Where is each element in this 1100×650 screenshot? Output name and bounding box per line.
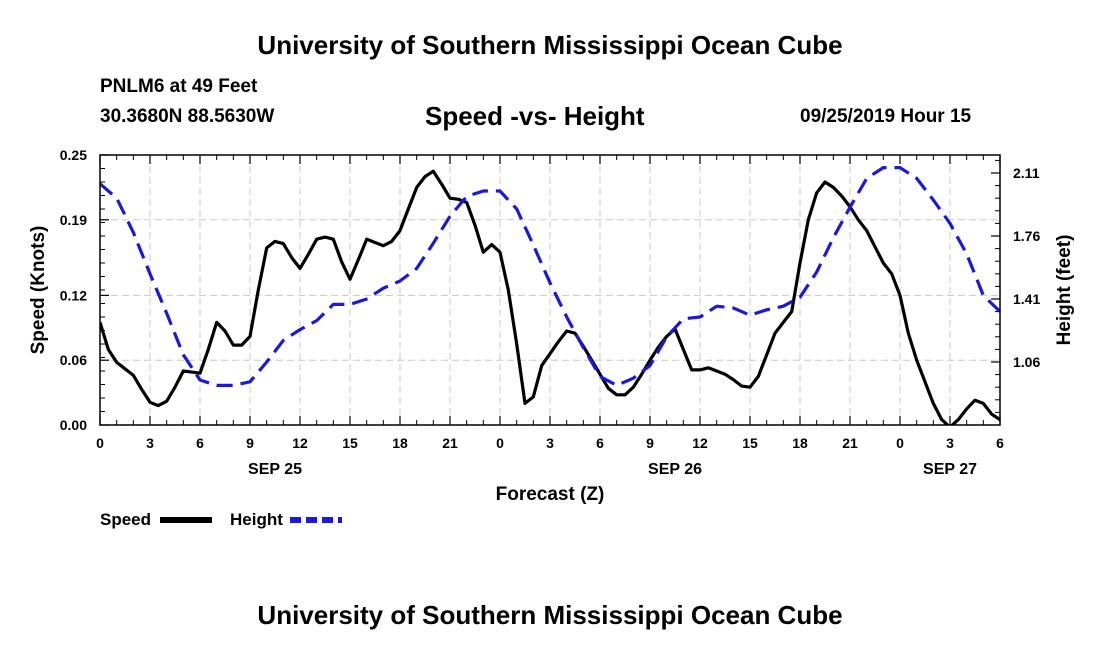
x-tick-label: 0 [96,435,104,451]
x-tick-label: 9 [646,435,654,451]
x-tick-label: 15 [342,435,358,451]
x-tick-label: 6 [996,435,1004,451]
y-left-tick-label: 0.25 [60,147,87,163]
chart-lines [100,166,1000,425]
x-tick-label: 3 [146,435,154,451]
x-tick-label: 21 [442,435,458,451]
x-tick-label: 6 [596,435,604,451]
y-left-tick-label: 0.12 [60,287,87,303]
x-tick-label: 3 [946,435,954,451]
y-left-tick-label: 0.06 [60,352,87,368]
x-tick-label: 0 [896,435,904,451]
chart-ticks [99,154,1001,426]
chart-legend: Speed Height [100,510,342,529]
date-label: SEP 27 [923,461,977,478]
chart-title: Speed -vs- Height [425,101,645,131]
height-series-line [100,166,1000,387]
x-tick-label: 0 [496,435,504,451]
x-tick-label: 9 [246,435,254,451]
page-title-top: University of Southern Mississippi Ocean… [257,30,843,60]
x-axis-label: Forecast (Z) [496,484,605,505]
x-tick-label: 18 [792,435,808,451]
page-title-bottom: University of Southern Mississippi Ocean… [257,600,843,630]
legend-speed-label: Speed [100,510,151,529]
station-label: PNLM6 at 49 Feet [100,76,258,97]
date-label: SEP 25 [248,461,302,478]
x-tick-label: 12 [692,435,708,451]
x-tick-label: 18 [392,435,408,451]
x-tick-label: 21 [842,435,858,451]
legend-height-label: Height [230,510,283,529]
chart-grid [100,155,1000,425]
date-label: SEP 26 [648,461,702,478]
x-tick-label: 3 [546,435,554,451]
y-right-tick-label: 2.11 [1013,165,1040,181]
y-left-tick-label: 0.19 [60,212,87,228]
y-axis-label-right: Height (feet) [1054,235,1075,346]
y-right-tick-label: 1.06 [1013,354,1040,370]
x-tick-label: 15 [742,435,758,451]
y-right-tick-label: 1.76 [1013,228,1040,244]
y-right-tick-label: 1.41 [1013,291,1040,307]
station-coordinates: 30.3680N 88.5630W [100,106,275,127]
x-tick-label: 6 [196,435,204,451]
y-axis-label-left: Speed (Knots) [28,226,49,355]
forecast-datetime: 09/25/2019 Hour 15 [800,106,972,127]
y-left-tick-label: 0.00 [60,417,87,433]
chart-labels: 0 3 6 9 12 15 18 21 0 3 6 9 12 15 18 21 0 3 6 SEP 25 SEP 26 S… [60,147,1041,478]
x-tick-label: 12 [292,435,308,451]
